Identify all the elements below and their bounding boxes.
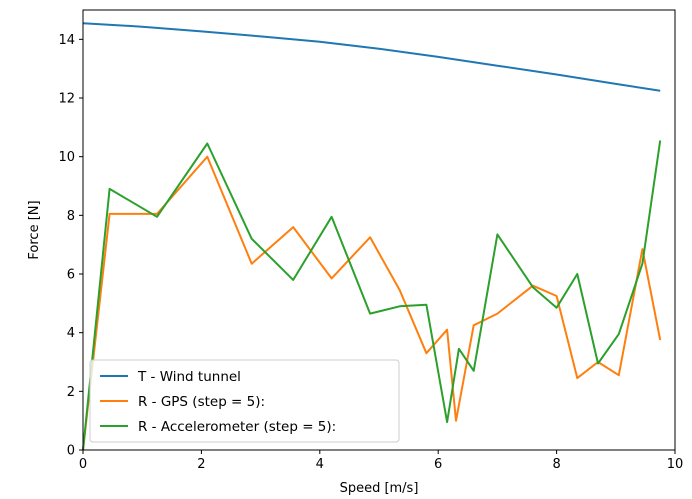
x-tick-label: 8 [552, 457, 560, 472]
x-tick-label: 4 [316, 457, 324, 472]
y-tick-label: 10 [58, 150, 75, 165]
y-axis-ticks: 0 2 4 6 8 10 12 14 [58, 33, 83, 459]
axes-frame [82, 9, 676, 451]
y-tick-label: 14 [58, 33, 75, 48]
x-tick-label: 0 [79, 457, 87, 472]
y-tick-label: 0 [67, 444, 75, 459]
series-line-1 [82, 22, 661, 92]
series-line-3 [82, 140, 662, 451]
x-axis-label: Speed [m/s] [340, 481, 419, 496]
x-axis-ticks: 0 2 4 6 8 10 [79, 450, 683, 472]
x-tick-label: 6 [434, 457, 442, 472]
y-tick-label: 2 [67, 385, 75, 400]
x-tick-label: 10 [667, 457, 684, 472]
x-tick-label: 2 [197, 457, 205, 472]
y-tick-label: 4 [67, 326, 75, 341]
series-line-2 [82, 155, 662, 451]
legend: T - Wind tunnel R - GPS (step = 5): R - Ac… [89, 359, 400, 443]
legend-entry: R - Accelerometer (step = 5): [138, 419, 336, 435]
series-layer [82, 22, 662, 451]
y-tick-label: 8 [67, 209, 75, 224]
y-tick-label: 6 [67, 268, 75, 283]
legend-entry: R - GPS (step = 5): [138, 394, 265, 410]
legend-box [89, 359, 400, 443]
y-axis-label: Force [N] [27, 200, 42, 259]
y-tick-label: 12 [58, 92, 75, 107]
legend-entry: T - Wind tunnel [137, 369, 241, 385]
